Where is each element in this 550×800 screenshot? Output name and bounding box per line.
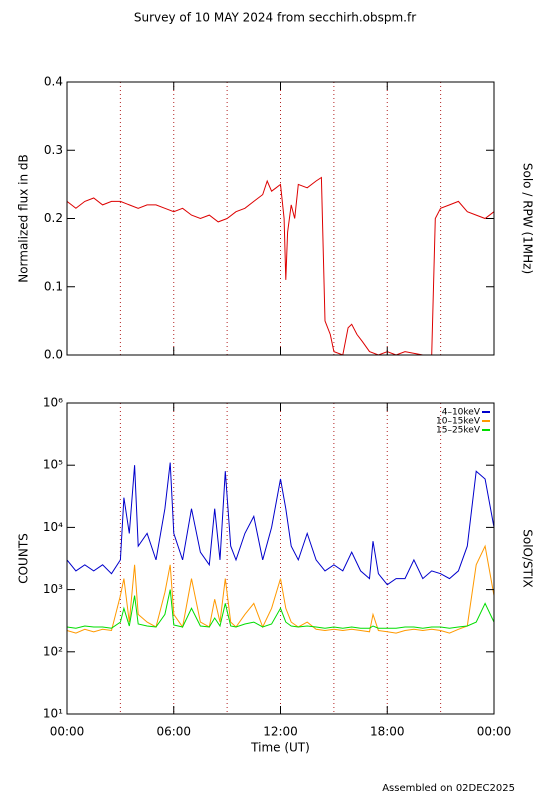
data-line <box>66 544 495 634</box>
y-tick-label: 10³ <box>43 582 63 596</box>
y-axis-label: Normalized flux in dB <box>17 154 31 283</box>
x-tick-label: 00:00 <box>50 725 85 739</box>
legend-label: 4–10keV <box>442 408 481 418</box>
y-tick-label: 0.4 <box>44 75 63 89</box>
y-tick-label: 10⁶ <box>43 396 63 410</box>
x-tick-label: 00:00 <box>477 725 512 739</box>
y-axis-label: COUNTS <box>17 533 31 584</box>
y-tick-label: 0.2 <box>44 211 63 225</box>
data-line <box>66 176 495 356</box>
x-tick-label: 12:00 <box>263 725 298 739</box>
y-tick-label: 10⁵ <box>43 458 63 472</box>
footer: Assembled on 02DEC2025 <box>382 783 515 794</box>
data-line <box>66 462 495 586</box>
y-tick-label: 0.3 <box>44 143 63 157</box>
y-tick-label: 0.0 <box>44 348 63 362</box>
page-title: Survey of 10 MAY 2024 from secchirh.obsp… <box>134 11 416 25</box>
x-axis-label: Time (UT) <box>250 741 310 755</box>
legend-label: 15–25keV <box>436 426 481 436</box>
data-line <box>66 589 495 629</box>
x-tick-label: 06:00 <box>156 725 191 739</box>
legend-label: 10–15keV <box>436 417 481 427</box>
y-tick-label: 10¹ <box>43 707 63 721</box>
y-tick-label: 10⁴ <box>43 520 63 534</box>
right-label: Solo / RPW (1MHz) <box>521 163 535 274</box>
y-tick-label: 0.1 <box>44 279 63 293</box>
y-tick-label: 10² <box>43 644 63 658</box>
x-tick-label: 18:00 <box>370 725 405 739</box>
right-label: SolO/STIX <box>521 529 535 588</box>
